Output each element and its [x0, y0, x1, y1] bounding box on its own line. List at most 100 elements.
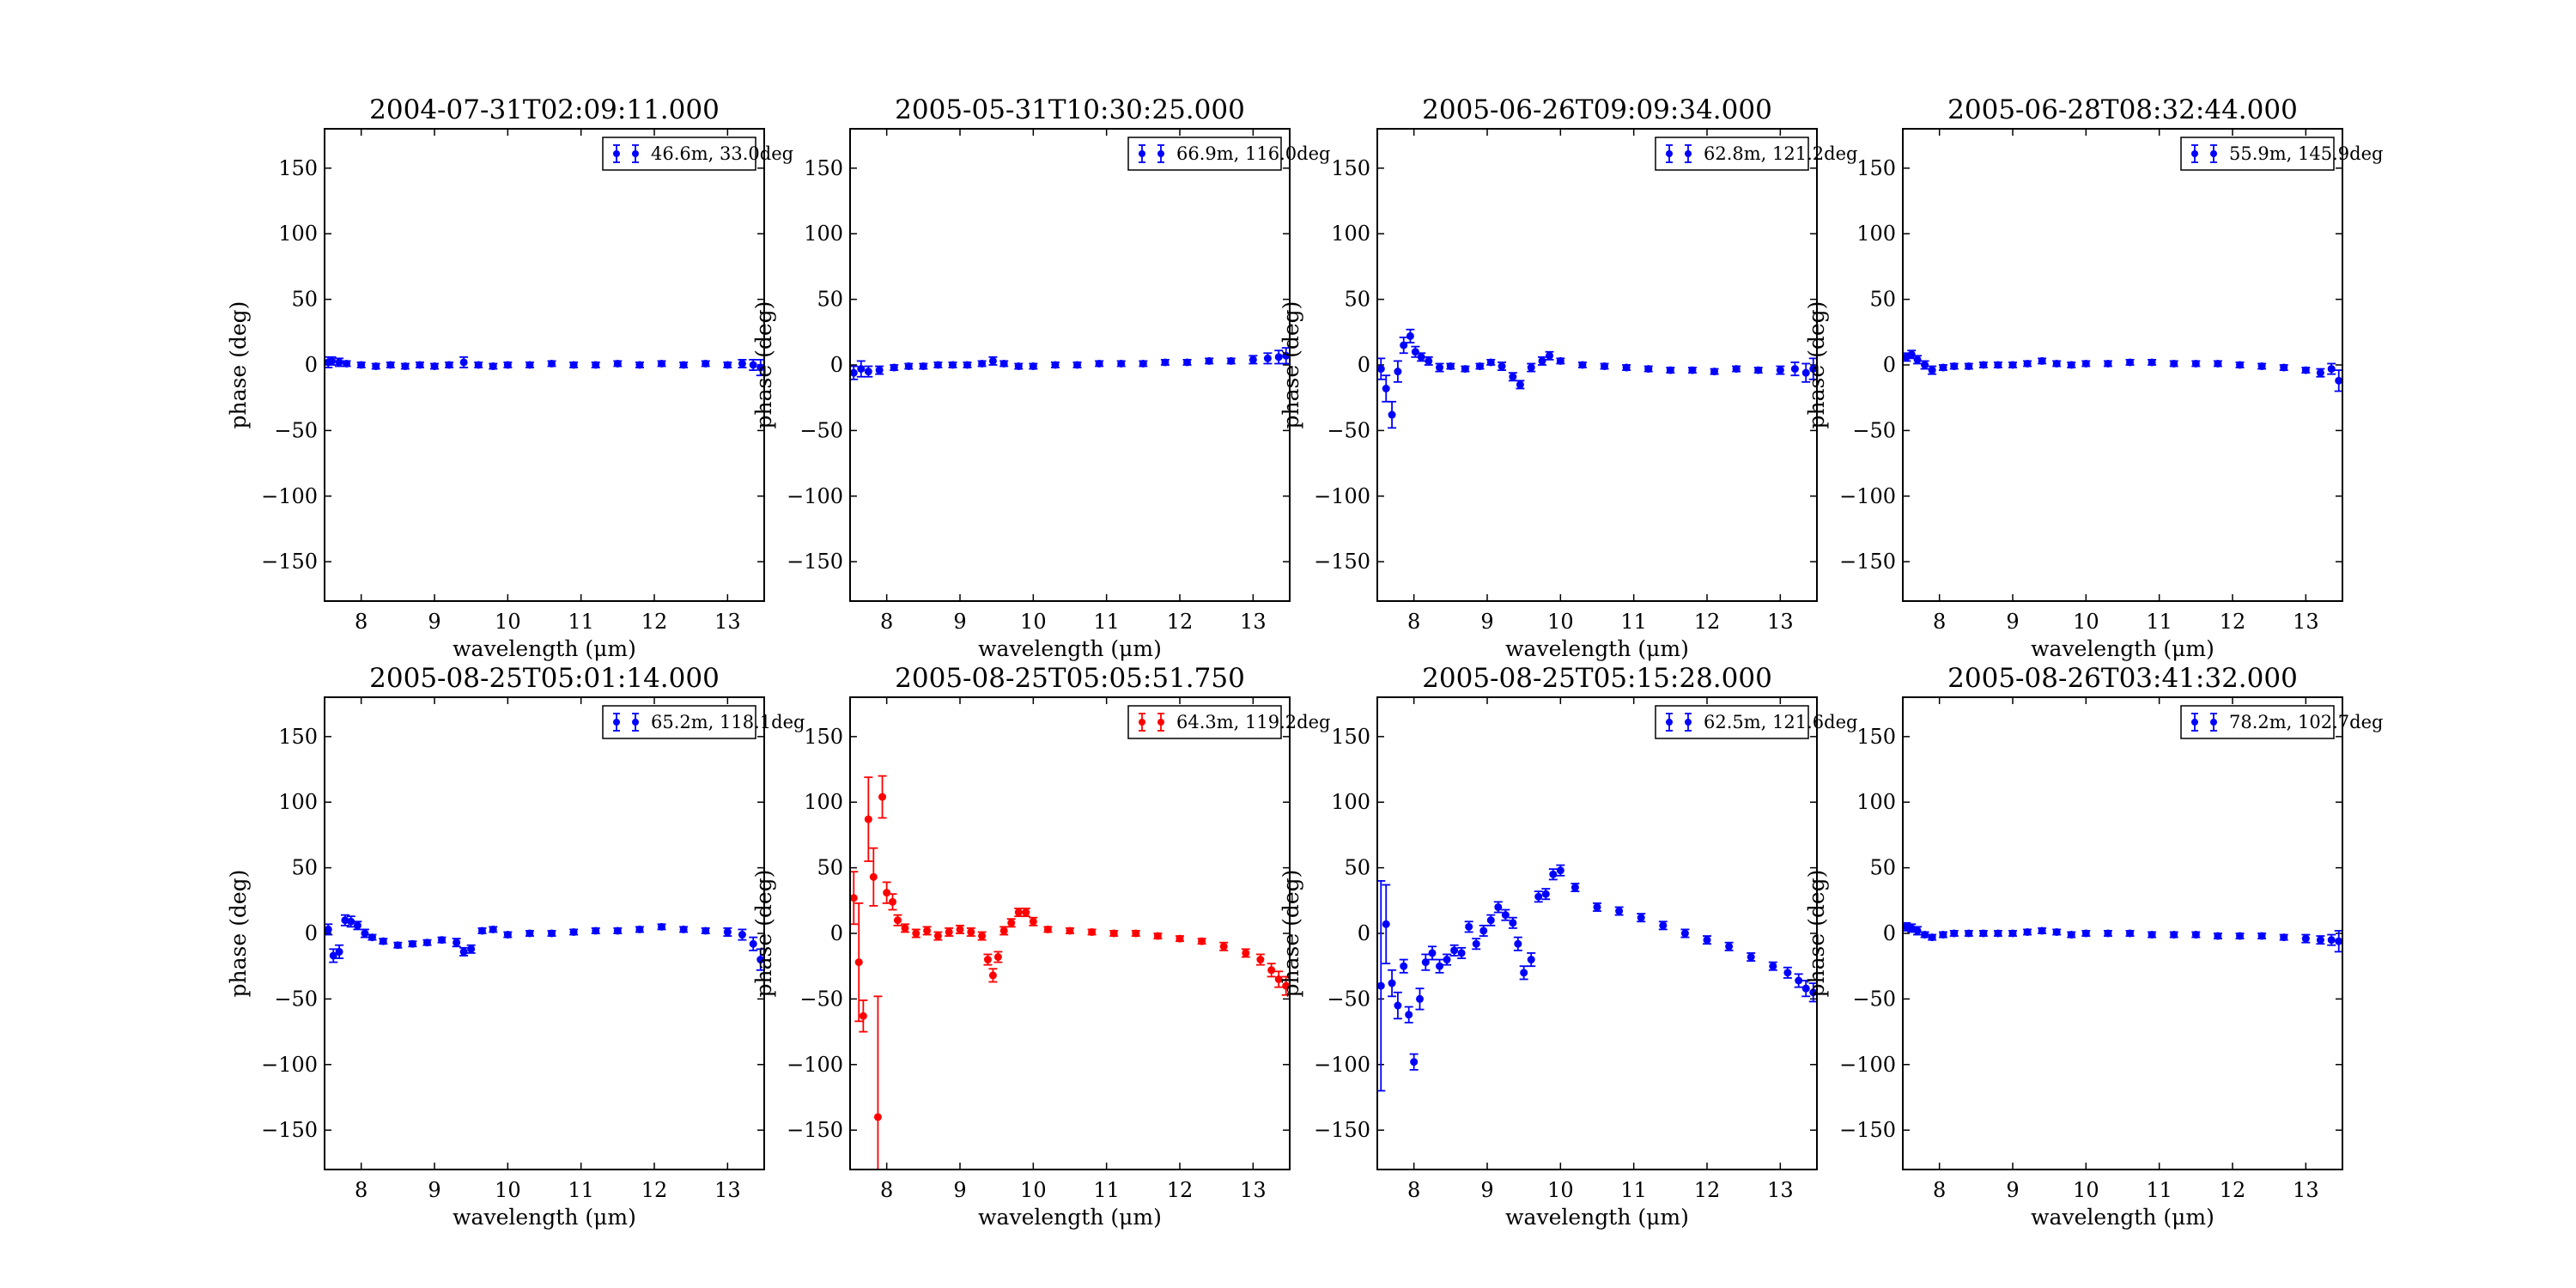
legend: 46.6m, 33.0deg	[602, 137, 793, 171]
data-point	[1450, 946, 1459, 955]
y-tick-label: 100	[1331, 790, 1370, 814]
data-point	[956, 925, 964, 933]
data-point	[393, 941, 402, 950]
data-point	[1795, 976, 1803, 985]
legend-marker	[1139, 150, 1145, 157]
legend: 66.9m, 116.0deg	[1127, 137, 1330, 171]
data-point	[983, 956, 992, 964]
data-point	[1256, 956, 1265, 964]
y-tick-label: −150	[261, 1118, 318, 1142]
data-point	[1443, 956, 1451, 964]
data-point	[1377, 365, 1385, 374]
data-point	[1400, 341, 1408, 349]
data-point	[999, 927, 1008, 935]
data-point	[1615, 907, 1624, 915]
data-point	[2008, 929, 2017, 938]
data-point	[1666, 366, 1674, 374]
data-point	[1043, 925, 1052, 933]
data-point	[1950, 929, 1959, 938]
x-tick-label: 11	[1093, 610, 1120, 634]
data-point	[864, 368, 872, 376]
data-point	[1461, 365, 1469, 374]
data-point	[1388, 979, 1396, 987]
data-point	[1516, 380, 1524, 389]
data-point	[2301, 366, 2310, 374]
data-point	[1790, 365, 1799, 374]
series-1	[325, 355, 764, 377]
y-tick-label: 100	[1331, 222, 1370, 246]
data-point	[635, 361, 644, 369]
data-point	[438, 936, 447, 945]
x-tick-label: 10	[1020, 1178, 1047, 1202]
y-tick-label: −150	[261, 550, 318, 574]
data-point	[1161, 358, 1170, 367]
data-point	[1928, 933, 1936, 942]
data-point	[1274, 353, 1283, 361]
data-point	[1428, 949, 1437, 957]
data-point	[1014, 908, 1023, 917]
data-point	[1801, 368, 1810, 377]
data-point	[1411, 348, 1419, 356]
data-point	[2257, 362, 2266, 371]
data-point	[1571, 884, 1579, 892]
data-point	[1776, 366, 1784, 374]
data-point	[1921, 931, 1929, 939]
x-tick-label: 12	[641, 610, 668, 634]
x-tick-label: 11	[2146, 1178, 2172, 1202]
data-point	[1117, 359, 1126, 368]
data-point	[592, 361, 600, 369]
subplot-5: 2005-08-25T05:01:14.000 8 9 10 11 12 13 150 100 5…	[226, 663, 805, 1230]
data-point	[353, 921, 361, 930]
legend-label: 65.2m, 118.1deg	[651, 712, 805, 732]
data-point	[474, 361, 483, 369]
data-point	[328, 356, 337, 365]
x-tick-label: 13	[1767, 1178, 1794, 1202]
x-axis-label: wavelength (μm)	[453, 1205, 636, 1230]
y-axis-label: phase (deg)	[1804, 870, 1829, 998]
data-point	[2191, 931, 2200, 939]
plot-title: 2005-05-31T10:30:25.000	[895, 94, 1245, 125]
data-point	[679, 925, 688, 933]
data-point	[1913, 355, 1922, 364]
data-point	[857, 365, 866, 374]
data-point	[1534, 892, 1543, 901]
data-point	[1965, 362, 1973, 371]
data-point	[738, 359, 746, 368]
x-tick-label: 12	[2220, 1178, 2246, 1202]
y-tick-label: −150	[787, 1118, 843, 1142]
data-point	[1994, 361, 2002, 369]
legend-marker	[2191, 719, 2198, 726]
x-axis-label: wavelength (μm)	[978, 636, 1162, 661]
y-tick-label: 50	[1869, 288, 1896, 312]
legend-marker	[632, 150, 639, 157]
data-point	[967, 927, 975, 936]
data-point	[477, 927, 486, 935]
y-tick-label: −100	[787, 484, 843, 508]
y-tick-label: 100	[1856, 222, 1896, 246]
data-point	[1139, 359, 1147, 368]
axes-frame	[324, 128, 765, 602]
data-point	[933, 932, 942, 940]
x-tick-label: 8	[355, 610, 368, 634]
data-point	[2170, 359, 2178, 368]
x-axis-label: wavelength (μm)	[1505, 636, 1689, 661]
data-point	[335, 947, 343, 956]
data-point	[963, 361, 972, 369]
data-point	[335, 358, 343, 367]
data-point	[2067, 361, 2075, 369]
data-point	[1644, 365, 1653, 374]
data-point	[2126, 358, 2135, 367]
x-tick-label: 9	[1480, 610, 1493, 634]
axes-frame	[1902, 696, 2343, 1170]
data-point	[1183, 358, 1192, 367]
data-point	[1979, 929, 1988, 938]
x-tick-label: 11	[568, 1178, 594, 1202]
data-point	[430, 362, 439, 371]
legend-box	[1127, 705, 1282, 739]
data-area	[850, 775, 1290, 1170]
y-tick-label: 0	[830, 921, 843, 945]
y-tick-label: −100	[1314, 484, 1370, 508]
data-point	[548, 929, 556, 938]
legend-marker	[1666, 150, 1673, 157]
